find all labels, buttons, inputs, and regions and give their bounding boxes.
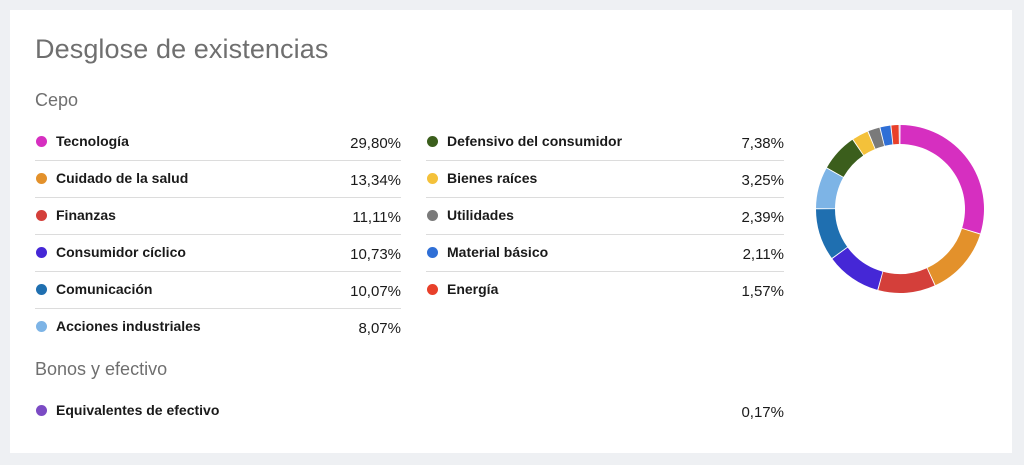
sector-percentage: 0,17% <box>741 404 784 421</box>
sector-percentage: 13,34% <box>350 172 401 189</box>
sector-row-cuidado-salud: Cuidado de la salud 13,34% <box>35 161 401 198</box>
donut-slice <box>853 131 875 156</box>
sector-name: Finanzas <box>56 207 116 223</box>
donut-slice <box>927 228 981 286</box>
sector-name: Cuidado de la salud <box>56 170 189 186</box>
donut-slice <box>816 209 848 259</box>
sector-percentage: 10,07% <box>350 283 401 300</box>
sector-color-dot <box>36 405 47 416</box>
sector-percentage: 2,11% <box>742 246 784 263</box>
sector-name: Defensivo del consumidor <box>447 133 623 149</box>
sector-name: Comunicación <box>56 281 153 297</box>
donut-slice <box>878 268 935 293</box>
holdings-card: Desglose de existencias Cepo Tecnología … <box>10 10 1012 453</box>
sector-row-finanzas: Finanzas 11,11% <box>35 198 401 235</box>
sector-name: Material básico <box>447 244 549 260</box>
allocation-donut-chart <box>816 125 984 293</box>
sector-color-dot <box>427 247 438 258</box>
sector-name: Equivalentes de efectivo <box>56 402 220 418</box>
sector-color-dot <box>427 210 438 221</box>
donut-slice <box>900 125 984 234</box>
sector-list-left: Tecnología 29,80% Cuidado de la salud 13… <box>35 124 401 345</box>
sector-color-dot <box>427 284 438 295</box>
sector-name: Acciones industriales <box>56 318 201 334</box>
sector-percentage: 8,07% <box>358 320 401 337</box>
sector-percentage: 3,25% <box>741 172 784 189</box>
sector-percentage: 29,80% <box>350 135 401 152</box>
donut-slice <box>868 127 885 149</box>
sector-color-dot <box>427 136 438 147</box>
sector-row-comunicacion: Comunicación 10,07% <box>35 272 401 309</box>
sector-percentage: 2,39% <box>741 209 784 226</box>
donut-slice <box>880 125 893 146</box>
sector-percentage: 7,38% <box>741 135 784 152</box>
sector-row-utilidades: Utilidades 2,39% <box>426 198 784 235</box>
sector-color-dot <box>36 247 47 258</box>
sector-row-bienes-raices: Bienes raíces 3,25% <box>426 161 784 198</box>
sector-color-dot <box>36 284 47 295</box>
donut-slice <box>816 168 844 209</box>
donut-slice <box>891 125 899 145</box>
sector-percentage: 10,73% <box>350 246 401 263</box>
donut-slice <box>826 139 864 177</box>
sector-row-consumidor-ciclico: Consumidor cíclico 10,73% <box>35 235 401 272</box>
sector-list-right: Defensivo del consumidor 7,38% Bienes ra… <box>426 124 784 308</box>
sector-row-tecnologia: Tecnología 29,80% <box>35 124 401 161</box>
cash-row-equivalentes: Equivalentes de efectivo 0,17% <box>35 400 784 424</box>
sector-row-defensivo-consumidor: Defensivo del consumidor 7,38% <box>426 124 784 161</box>
stocks-section-label: Cepo <box>35 90 79 110</box>
sector-name: Consumidor cíclico <box>56 244 186 260</box>
sector-row-energia: Energía 1,57% <box>426 272 784 308</box>
bonds-section-label: Bonos y efectivo <box>35 359 168 379</box>
card-title: Desglose de existencias <box>35 34 329 64</box>
sector-row-acciones-industriales: Acciones industriales 8,07% <box>35 309 401 345</box>
sector-name: Bienes raíces <box>447 170 538 186</box>
sector-color-dot <box>36 136 47 147</box>
sector-color-dot <box>36 173 47 184</box>
donut-slice <box>832 247 883 290</box>
sector-name: Tecnología <box>56 133 129 149</box>
sector-percentage: 11,11% <box>352 209 401 226</box>
sector-color-dot <box>36 321 47 332</box>
sector-color-dot <box>36 210 47 221</box>
sector-percentage: 1,57% <box>741 283 784 300</box>
sector-row-material-basico: Material básico 2,11% <box>426 235 784 272</box>
sector-name: Utilidades <box>447 207 514 223</box>
sector-name: Energía <box>447 281 499 297</box>
sector-color-dot <box>427 173 438 184</box>
